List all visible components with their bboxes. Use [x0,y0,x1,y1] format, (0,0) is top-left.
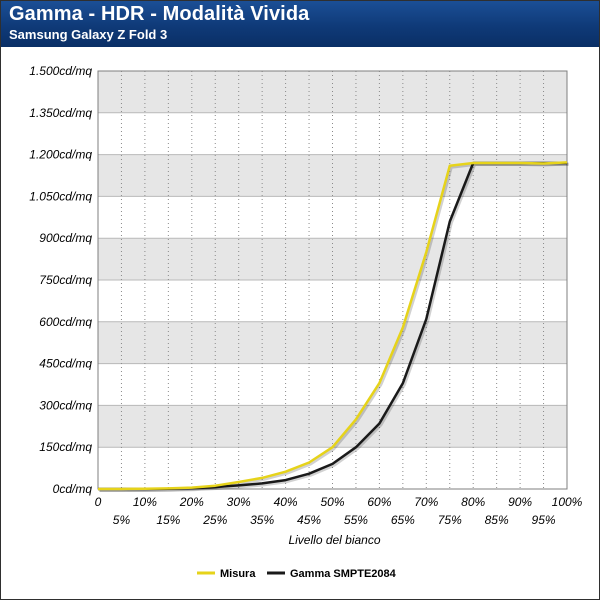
series-line-gamma-smpte2084-shadow [99,163,569,492]
chart-subtitle: Samsung Galaxy Z Fold 3 [9,27,168,42]
series-line-misura [98,161,568,491]
x-tick-label: 70% [414,495,438,509]
y-tick-label: 1.350cd/mq [29,106,92,120]
y-tick-label: 750cd/mq [39,273,92,287]
x-tick-label: 20% [179,495,204,509]
x-tick-label: 55% [344,513,368,527]
x-tick-label: 80% [461,495,485,509]
x-tick-label: 5% [113,513,131,527]
y-tick-label: 450cd/mq [39,357,92,371]
x-tick-label: 10% [133,495,157,509]
y-tick-label: 150cd/mq [39,440,92,454]
series-line-misura-shadow [99,162,569,492]
y-tick-label: 300cd/mq [39,398,92,412]
x-tick-label: 65% [391,513,415,527]
y-tick-label: 0cd/mq [53,482,93,496]
x-tick-label: 90% [508,495,532,509]
x-tick-label: 100% [552,495,583,509]
x-tick-label: 0 [95,495,102,509]
grid-band [98,405,567,448]
y-tick-label: 1.050cd/mq [29,189,92,203]
x-axis-label: Livello del bianco [288,533,380,547]
x-tick-label: 45% [297,513,321,527]
chart-header: Gamma - HDR - Modalità Vivida Samsung Ga… [1,1,599,47]
x-tick-label: 30% [227,495,251,509]
y-tick-label: 1.200cd/mq [29,148,92,162]
x-tick-label: 25% [202,513,227,527]
line-chart: 0cd/mq 150cd/mq 300cd/mq 450cd/mq 600cd/mq 75… [29,64,583,547]
legend-item-gamma-smpte2084-label: Gamma SMPTE2084 [290,568,397,580]
x-tick-label: 95% [532,513,556,527]
x-tick-label: 40% [274,495,298,509]
chart-legend: Misura Gamma SMPTE2084 [197,568,397,580]
chart-title: Gamma - HDR - Modalità Vivida [9,3,310,25]
y-tick-label: 900cd/mq [39,231,92,245]
x-tick-label: 15% [156,513,180,527]
x-tick-label: 35% [250,513,274,527]
x-tick-label: 75% [438,513,462,527]
x-tick-label: 85% [485,513,509,527]
x-tick-label: 60% [367,495,391,509]
y-tick-label: 600cd/mq [39,315,92,329]
plot-border [97,70,568,490]
grid-band [98,321,567,364]
y-tick-label: 1.500cd/mq [29,64,92,78]
legend-item-misura-label: Misura [220,568,256,580]
x-tick-label: 50% [320,495,344,509]
